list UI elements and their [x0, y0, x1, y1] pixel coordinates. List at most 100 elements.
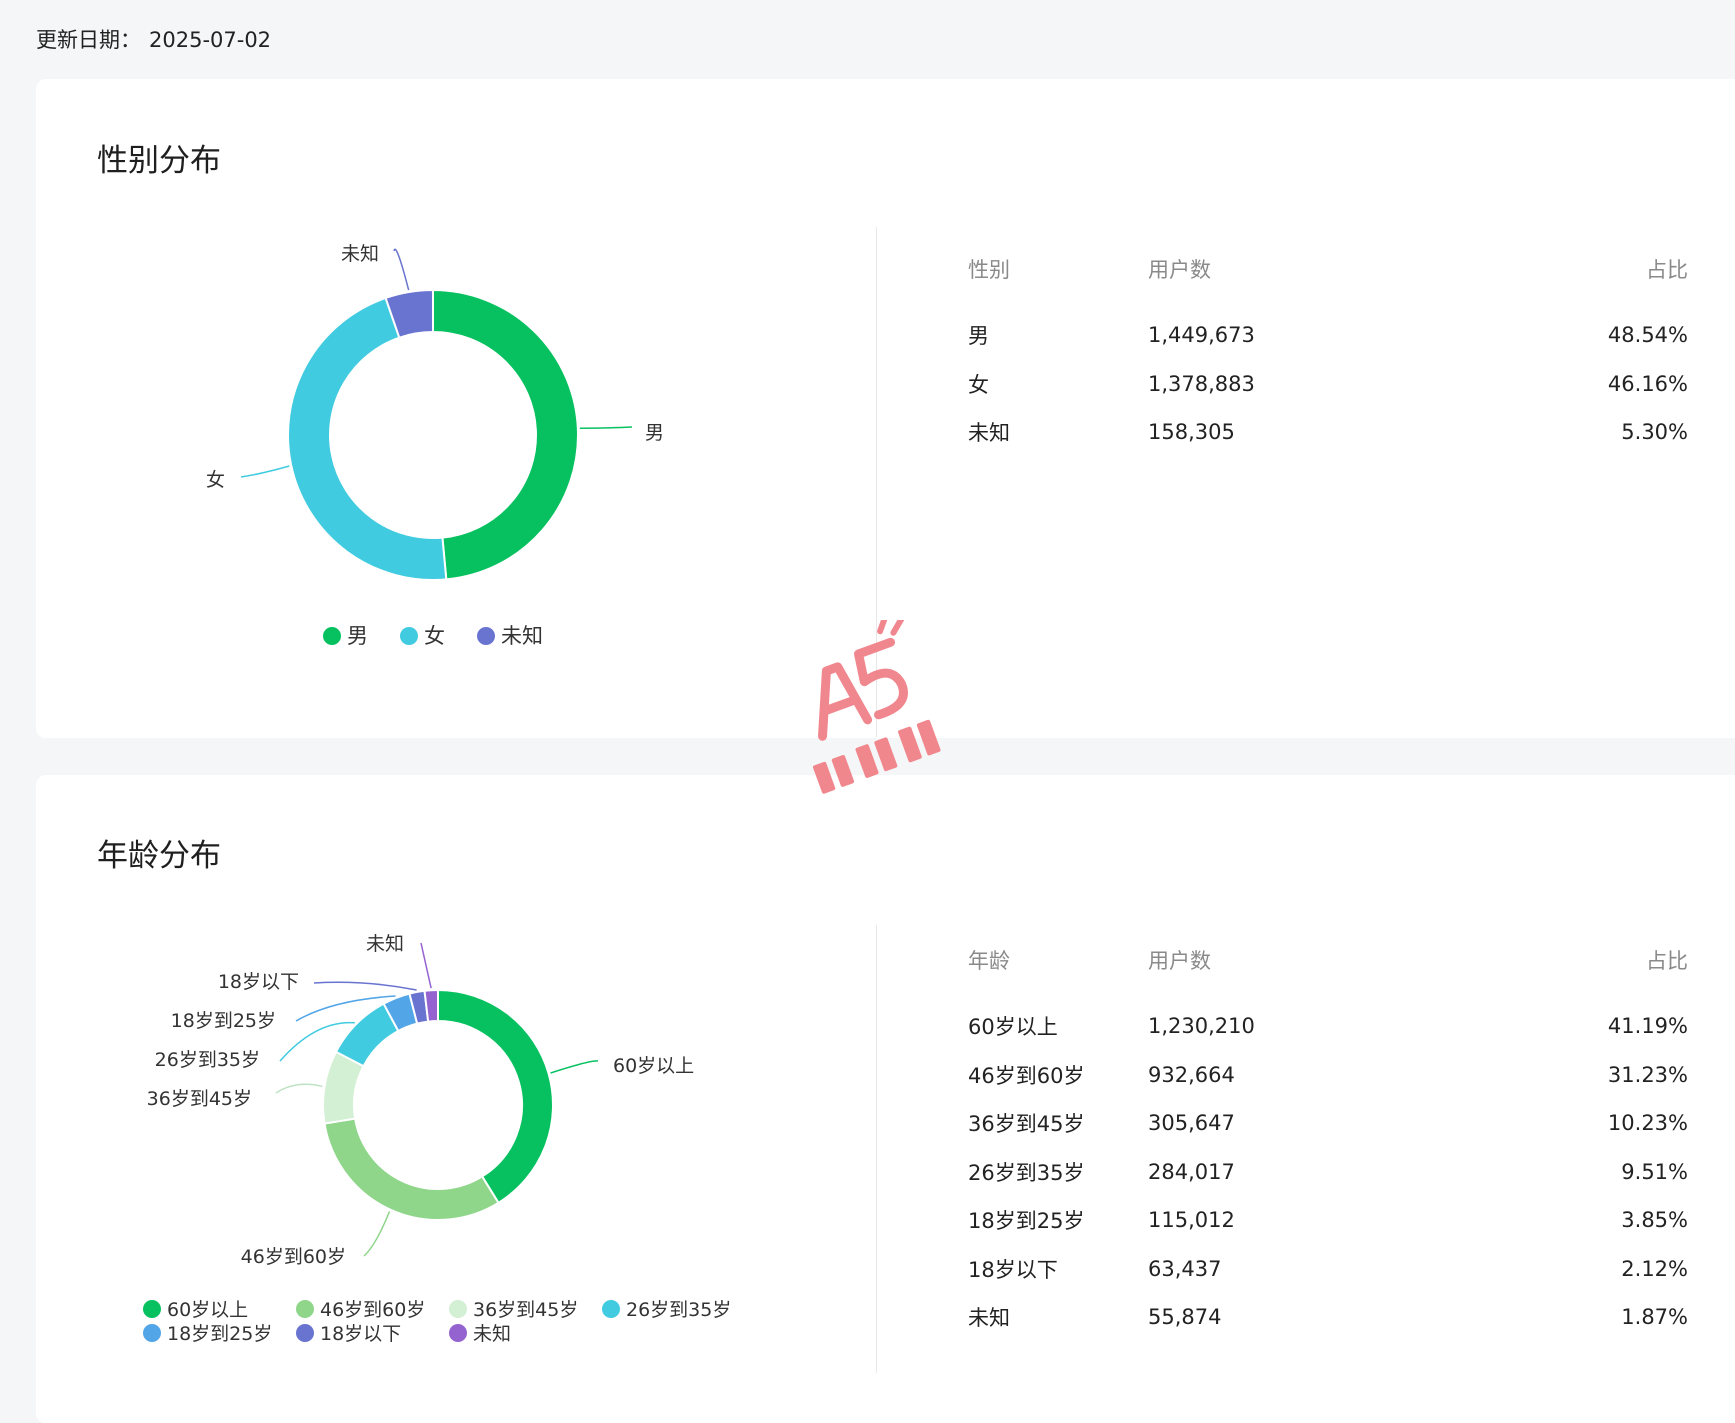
age-row-users: 284,017 [1148, 1159, 1235, 1184]
age-row-label: 未知 [968, 1306, 1010, 1331]
age-slice-label: 未知 [366, 933, 404, 955]
gender-row-users: 1,449,673 [1148, 323, 1255, 348]
gender-divider [876, 227, 877, 737]
gender-slice[interactable] [432, 288, 579, 581]
age-row-label: 46岁到60岁 [968, 1063, 1085, 1088]
age-legend-marker[interactable] [296, 1300, 314, 1318]
age-row-share: 31.23% [1607, 1062, 1688, 1087]
age-slice-label: 26岁到35岁 [155, 1049, 260, 1071]
table-row: 60岁以上 1,230,210 41.19% [968, 1002, 1688, 1051]
gender-leader-line [393, 248, 410, 291]
age-leader-line [420, 942, 432, 989]
gender-title: 性别分布 [97, 143, 221, 179]
gender-row-label: 女 [968, 372, 989, 397]
age-legend-label[interactable]: 60岁以上 [167, 1299, 248, 1321]
age-row-share: 3.85% [1621, 1208, 1688, 1233]
table-row: 未知 158,305 5.30% [968, 408, 1688, 457]
age-table-spacer [968, 980, 1688, 1002]
gender-leader-line [240, 465, 290, 478]
gender-row-share: 48.54% [1607, 323, 1688, 348]
age-header-users: 用户数 [1148, 949, 1211, 973]
age-slice[interactable] [423, 988, 439, 1023]
gender-card: 性别分布 男女未知男女未知 性别 用户数 占比 男 1,449,673 48.5… [36, 79, 1735, 738]
age-leader-line [363, 1211, 391, 1257]
gender-slice-label: 未知 [341, 243, 379, 265]
age-row-label: 18岁到25岁 [968, 1209, 1085, 1234]
age-header-share: 占比 [1646, 949, 1688, 973]
age-divider [876, 925, 877, 1373]
age-legend-label[interactable]: 46岁到60岁 [320, 1299, 425, 1321]
age-legend-label[interactable]: 36岁到45岁 [473, 1299, 578, 1321]
age-row-label: 26岁到35岁 [968, 1160, 1085, 1185]
gender-header-share: 占比 [1646, 258, 1688, 282]
age-row-label: 36岁到45岁 [968, 1112, 1085, 1137]
age-row-share: 9.51% [1621, 1159, 1688, 1184]
age-row-share: 1.87% [1621, 1305, 1688, 1330]
age-legend-marker[interactable] [602, 1300, 620, 1318]
table-row: 未知 55,874 1.87% [968, 1293, 1688, 1342]
gender-row-share: 46.16% [1607, 371, 1688, 396]
gender-row-share: 5.30% [1621, 420, 1688, 445]
gender-table-header: 性别 用户数 占比 [968, 249, 1688, 289]
table-row: 18岁到25岁 115,012 3.85% [968, 1196, 1688, 1245]
age-leader-line [275, 1083, 323, 1094]
gender-table-spacer-cell [968, 289, 1688, 311]
age-slice-label: 18岁以下 [218, 971, 299, 993]
gender-legend-marker[interactable] [323, 627, 341, 645]
gender-header-users: 用户数 [1148, 258, 1211, 282]
age-leader-line [313, 981, 417, 991]
age-leader-line [550, 1060, 599, 1074]
age-row-users: 1,230,210 [1148, 1014, 1255, 1039]
age-legend-marker[interactable] [143, 1300, 161, 1318]
age-slice-label: 46岁到60岁 [241, 1246, 346, 1268]
gender-legend-marker[interactable] [477, 627, 495, 645]
gender-slice[interactable] [287, 296, 448, 581]
gender-slice-label: 男 [645, 422, 664, 444]
age-legend-label[interactable]: 18岁以下 [320, 1323, 401, 1345]
age-table: 年龄 用户数 占比 60岁以上 1,230,210 41.19% 46岁到60岁… [968, 940, 1688, 1342]
age-row-users: 63,437 [1148, 1256, 1222, 1281]
table-row: 18岁以下 63,437 2.12% [968, 1245, 1688, 1294]
gender-legend-label[interactable]: 未知 [501, 624, 543, 648]
age-slice-label: 18岁到25岁 [171, 1010, 276, 1032]
update-date: 更新日期： 2025-07-02 [36, 24, 271, 54]
gender-legend-label[interactable]: 女 [424, 624, 445, 648]
age-row-share: 41.19% [1607, 1014, 1688, 1039]
gender-table-spacer [968, 289, 1688, 311]
age-leader-line [279, 1021, 355, 1062]
age-table-header: 年龄 用户数 占比 [968, 940, 1688, 980]
age-row-users: 115,012 [1148, 1208, 1235, 1233]
age-legend-label[interactable]: 18岁到25岁 [167, 1323, 272, 1345]
age-legend-label[interactable]: 未知 [473, 1323, 511, 1345]
gender-slice[interactable] [384, 288, 434, 339]
age-slice-label: 36岁到45岁 [147, 1088, 252, 1110]
update-date-label: 更新日期： [36, 28, 141, 52]
gender-leader-line [579, 426, 633, 430]
table-row: 26岁到35岁 284,017 9.51% [968, 1148, 1688, 1197]
age-row-label: 18岁以下 [968, 1257, 1058, 1282]
gender-legend-label[interactable]: 男 [347, 624, 368, 648]
table-row: 36岁到45岁 305,647 10.23% [968, 1099, 1688, 1148]
gender-row-label: 未知 [968, 421, 1010, 446]
age-legend-marker[interactable] [143, 1324, 161, 1342]
gender-donut-chart: 男女未知男女未知 [206, 243, 664, 648]
age-legend-label[interactable]: 26岁到35岁 [626, 1299, 731, 1321]
age-legend-marker[interactable] [296, 1324, 314, 1342]
age-table-spacer-cell [968, 980, 1688, 1002]
age-leader-line [295, 995, 396, 1022]
age-slice[interactable] [437, 988, 554, 1205]
gender-row-users: 1,378,883 [1148, 371, 1255, 396]
age-donut-chart: 60岁以上46岁到60岁36岁到45岁26岁到35岁18岁到25岁18岁以下未知… [143, 933, 731, 1345]
gender-legend-marker[interactable] [400, 627, 418, 645]
gender-header-category: 性别 [968, 258, 1010, 282]
age-card: 年龄分布 60岁以上 46岁到60岁 36岁到45岁 26岁到35岁 18岁到25岁 18… [36, 775, 1735, 1423]
update-date-value: 2025-07-02 [149, 28, 272, 52]
age-row-share: 10.23% [1607, 1111, 1688, 1136]
age-row-share: 2.12% [1621, 1256, 1688, 1281]
age-title: 年龄分布 [97, 838, 221, 874]
age-row-label: 60岁以上 [968, 1015, 1058, 1040]
age-legend-marker[interactable] [449, 1300, 467, 1318]
age-slice[interactable] [323, 1117, 500, 1221]
age-legend-marker[interactable] [449, 1324, 467, 1342]
age-row-users: 55,874 [1148, 1305, 1222, 1330]
